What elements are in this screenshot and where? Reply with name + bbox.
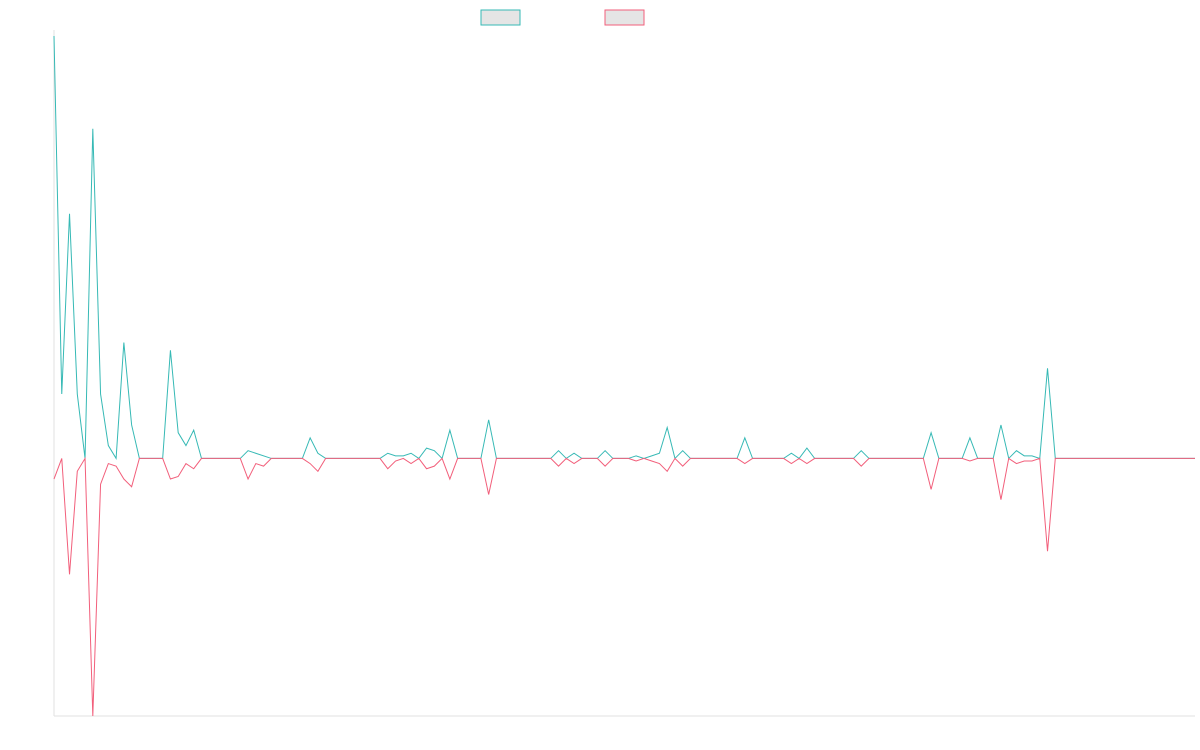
series-layer — [53, 35, 1195, 717]
legend — [480, 9, 645, 26]
legend-swatch — [480, 9, 521, 26]
series-line-1 — [53, 35, 1195, 461]
legend-item[interactable] — [604, 9, 645, 26]
legend-swatch — [604, 9, 645, 26]
series-line-2 — [53, 456, 1195, 717]
axes — [53, 30, 1195, 717]
legend-item[interactable] — [480, 9, 521, 26]
